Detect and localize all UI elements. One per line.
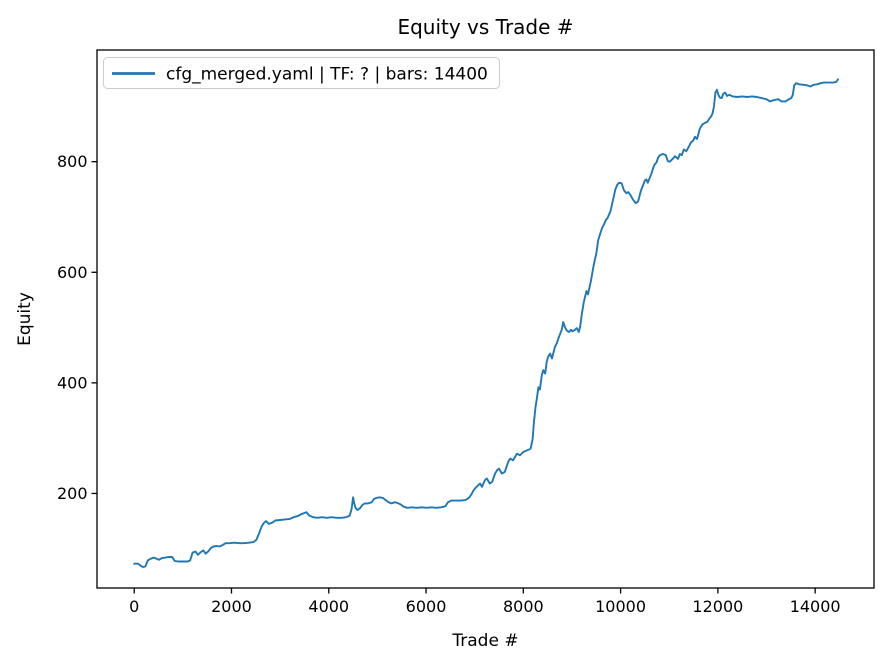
x-tick-label: 6000 xyxy=(406,597,447,616)
y-tick-label: 200 xyxy=(57,484,88,503)
axes-spines xyxy=(96,49,875,589)
y-tick-label: 400 xyxy=(57,373,88,392)
x-tick-label: 8000 xyxy=(503,597,544,616)
x-tick-label: 4000 xyxy=(308,597,349,616)
plot-area xyxy=(97,50,874,588)
legend: cfg_merged.yaml | TF: ? | bars: 14400 xyxy=(103,57,500,89)
x-tick-label: 10000 xyxy=(595,597,646,616)
legend-label: cfg_merged.yaml | TF: ? | bars: 14400 xyxy=(166,65,488,85)
chart-title: Equity vs Trade # xyxy=(397,15,573,39)
x-axis: 0 2000 4000 6000 8000 10000 12000 14000 xyxy=(129,588,841,616)
legend-box xyxy=(103,57,500,89)
y-axis-label: Equity xyxy=(15,292,35,346)
y-axis: 200 400 600 800 xyxy=(57,152,97,503)
y-tick-label: 600 xyxy=(57,263,88,282)
x-tick-label: 14000 xyxy=(790,597,841,616)
equity-series-line xyxy=(133,78,839,568)
x-axis-label: Trade # xyxy=(451,631,518,651)
x-tick-label: 2000 xyxy=(211,597,252,616)
x-tick-label: 0 xyxy=(129,597,139,616)
x-tick-label: 12000 xyxy=(692,597,743,616)
y-tick-label: 800 xyxy=(57,152,88,171)
